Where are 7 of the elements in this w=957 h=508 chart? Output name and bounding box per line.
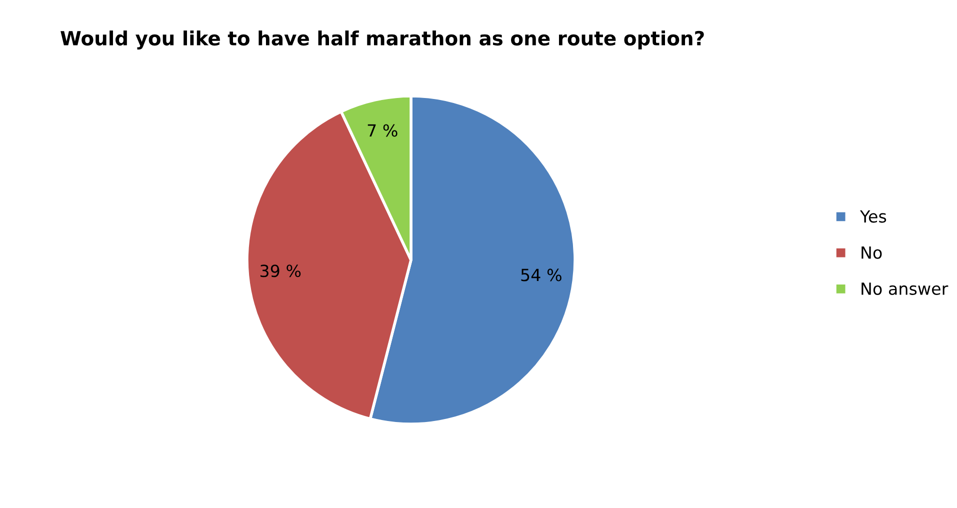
data-label: 39 % [260, 264, 301, 278]
chart-title: Would you like to have half marathon as one route option? [60, 30, 704, 50]
data-label: 54 % [521, 268, 562, 282]
legend-label: No [862, 246, 882, 259]
data-label: 7 % [368, 124, 398, 137]
legend-label: No answer [862, 282, 948, 295]
legend-label: Yes [860, 210, 886, 223]
